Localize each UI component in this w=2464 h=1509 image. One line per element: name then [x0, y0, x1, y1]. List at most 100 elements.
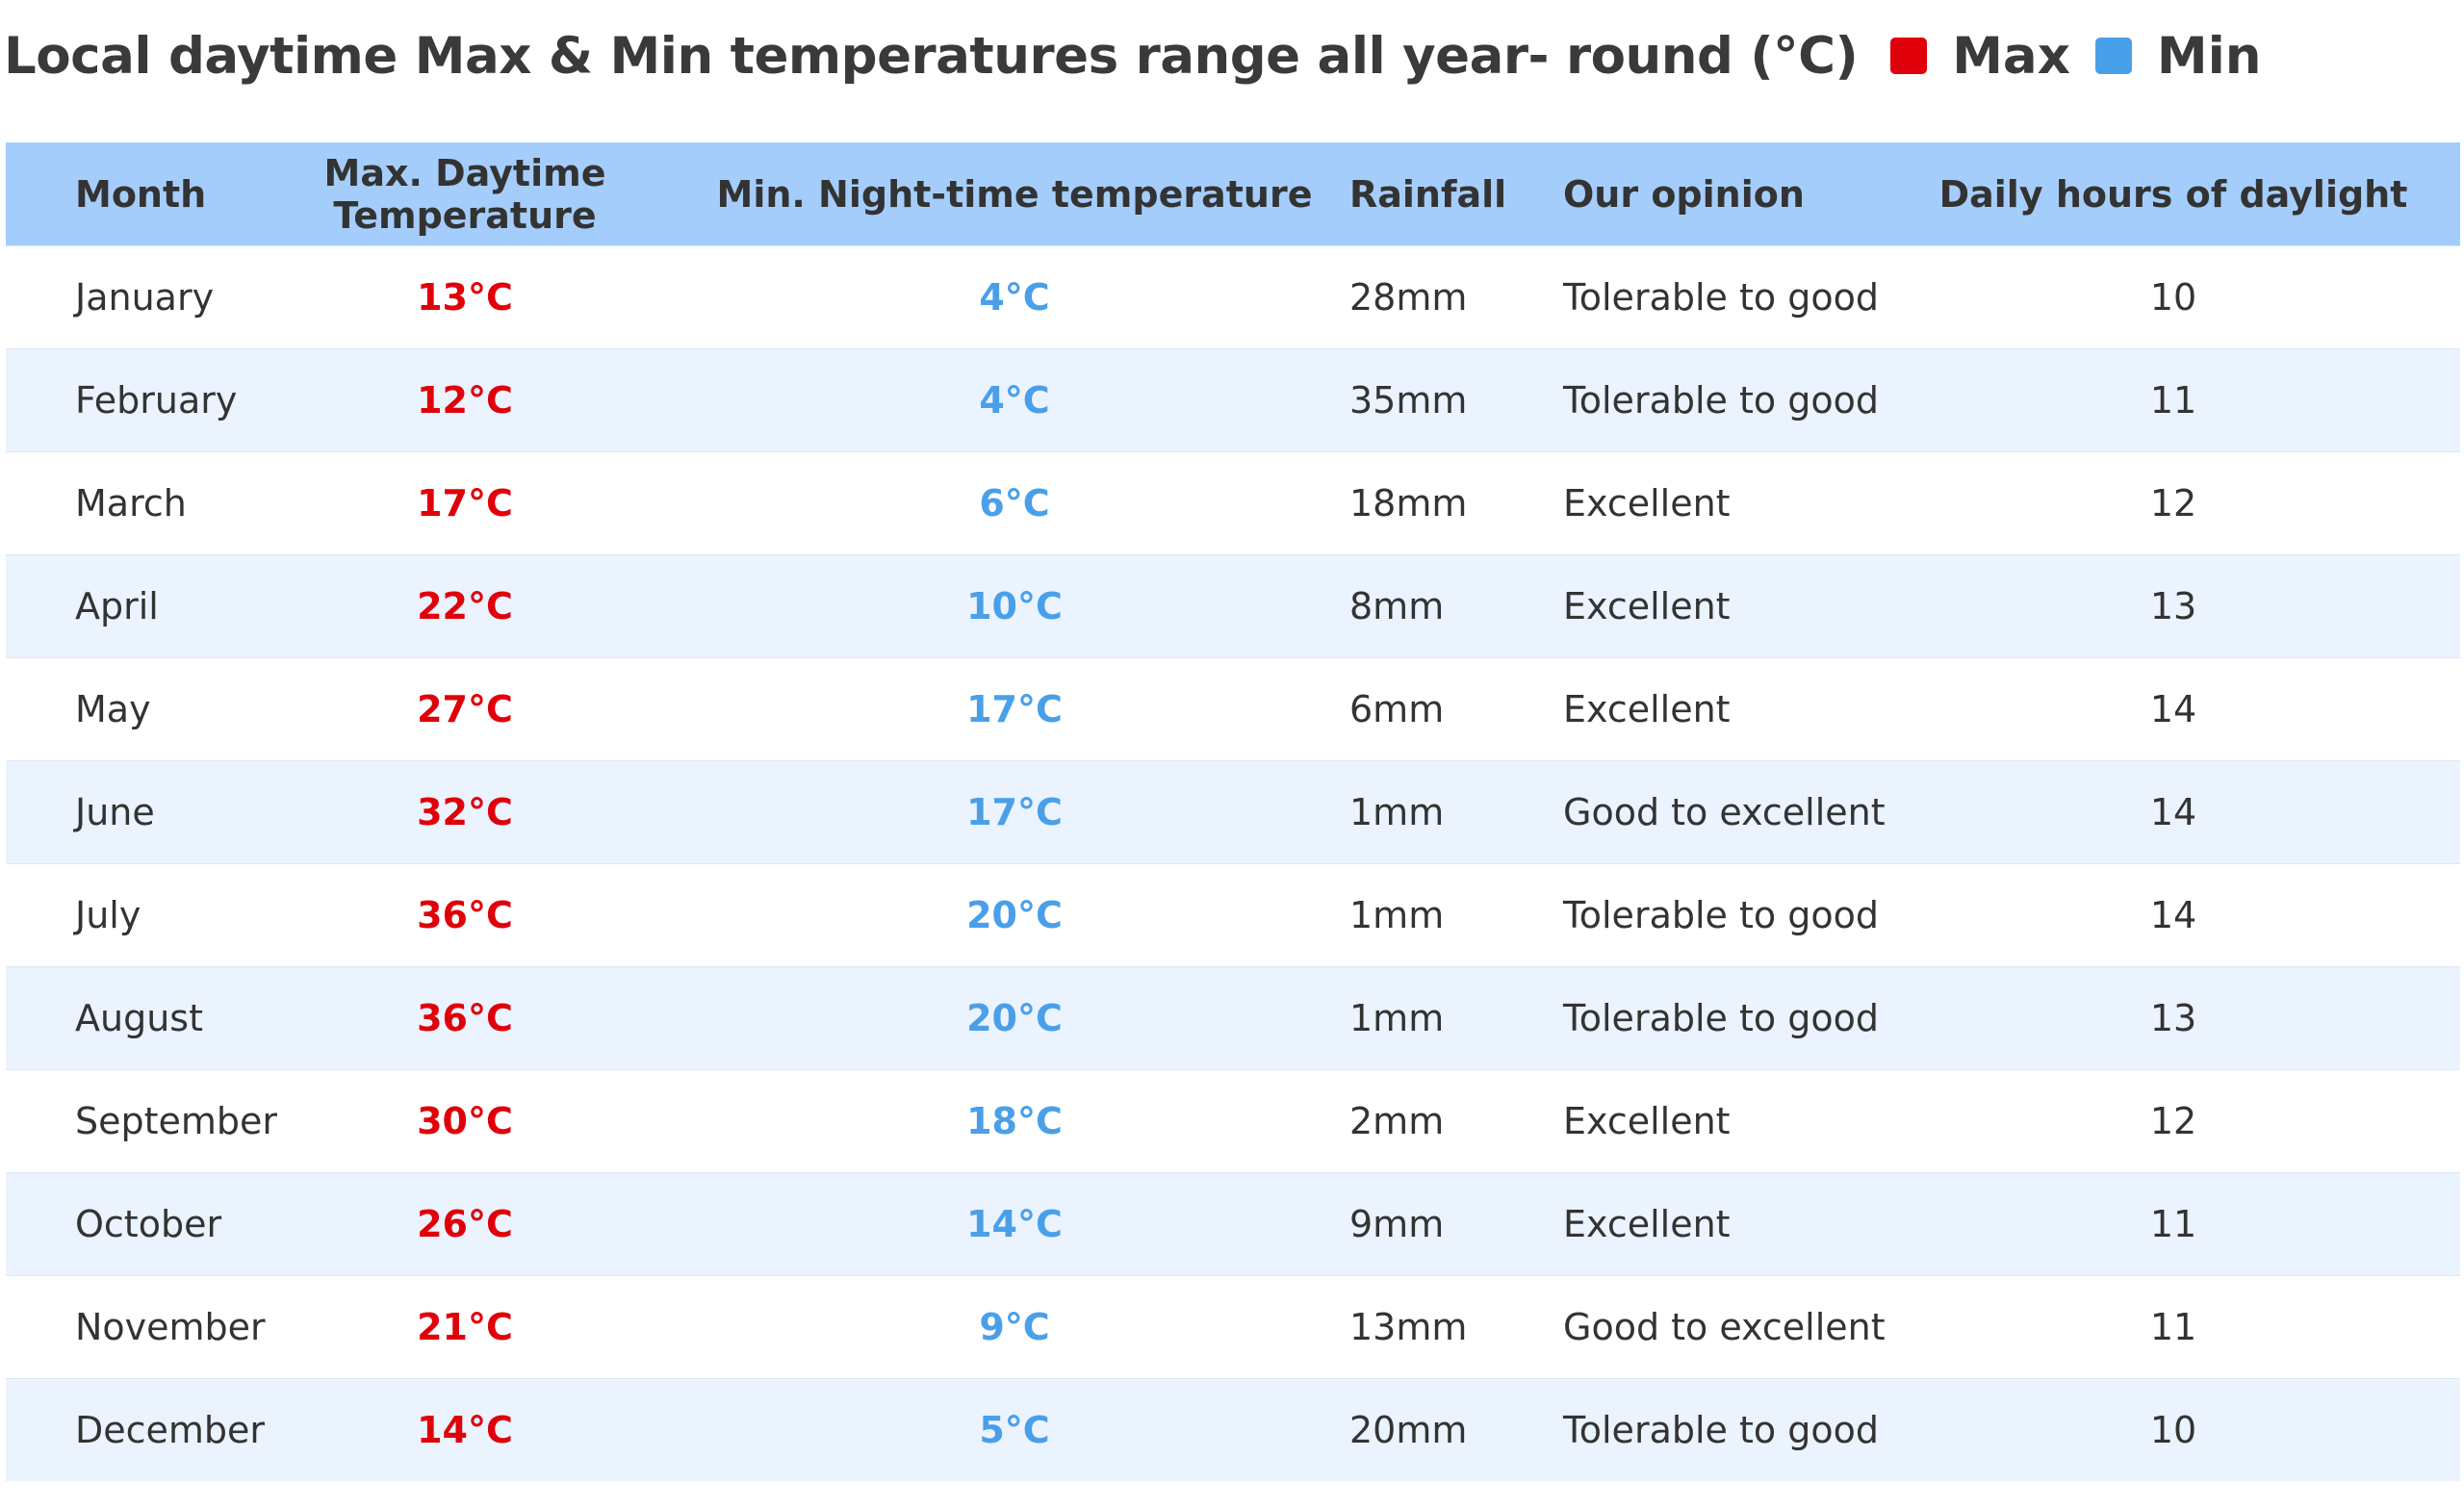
table-body: January 13°C 4°C 28mm Tolerable to good 10 Feb… — [6, 245, 2460, 1481]
table-row: February 12°C 4°C 35mm Tolerable to good 11 — [6, 348, 2460, 452]
cell-daylight: 10 — [1886, 1378, 2460, 1481]
cell-rainfall: 8mm — [1349, 554, 1563, 658]
cell-max-temp: 27°C — [250, 657, 680, 761]
column-header-rainfall: Rainfall — [1349, 142, 1563, 246]
legend-item-max: Max — [1890, 27, 2070, 86]
cell-rainfall: 35mm — [1349, 348, 1563, 452]
legend-label-min: Min — [2156, 26, 2262, 86]
table-row: May 27°C 17°C 6mm Excellent 14 — [6, 657, 2460, 761]
cell-max-temp: 32°C — [250, 760, 680, 864]
cell-month: August — [6, 966, 250, 1070]
legend-swatch-min — [2094, 38, 2132, 74]
climate-table-wrapper: Month Max. Daytime Temperature Min. Night-… — [6, 142, 2460, 1481]
cell-rainfall: 1mm — [1349, 863, 1563, 967]
cell-daylight: 14 — [1886, 657, 2460, 761]
cell-month: April — [6, 554, 250, 658]
chart-title: Local daytime Max & Min temperatures ran… — [4, 26, 1859, 86]
cell-daylight: 14 — [1886, 863, 2460, 967]
cell-rainfall: 6mm — [1349, 657, 1563, 761]
table-row: September 30°C 18°C 2mm Excellent 12 — [6, 1069, 2460, 1173]
cell-max-temp: 21°C — [250, 1275, 680, 1379]
cell-opinion: Tolerable to good — [1563, 348, 1886, 452]
cell-daylight: 11 — [1886, 1172, 2460, 1276]
cell-daylight: 10 — [1886, 245, 2460, 349]
cell-min-temp: 18°C — [680, 1069, 1349, 1173]
cell-max-temp: 22°C — [250, 554, 680, 658]
table-header: Month Max. Daytime Temperature Min. Night-… — [6, 142, 2460, 246]
cell-rainfall: 13mm — [1349, 1275, 1563, 1379]
cell-max-temp: 30°C — [250, 1069, 680, 1173]
cell-min-temp: 20°C — [680, 966, 1349, 1070]
cell-opinion: Excellent — [1563, 554, 1886, 658]
header-row: Month Max. Daytime Temperature Min. Night-… — [6, 142, 2460, 246]
climate-table: Month Max. Daytime Temperature Min. Night-… — [6, 142, 2460, 1481]
table-row: October 26°C 14°C 9mm Excellent 11 — [6, 1172, 2460, 1276]
cell-opinion: Excellent — [1563, 657, 1886, 761]
cell-max-temp: 36°C — [250, 863, 680, 967]
column-header-opinion: Our opinion — [1563, 142, 1886, 246]
table-row: December 14°C 5°C 20mm Tolerable to good 10 — [6, 1378, 2460, 1481]
cell-opinion: Excellent — [1563, 451, 1886, 555]
cell-daylight: 13 — [1886, 966, 2460, 1070]
cell-opinion: Tolerable to good — [1563, 1378, 1886, 1481]
cell-min-temp: 6°C — [680, 451, 1349, 555]
cell-rainfall: 18mm — [1349, 451, 1563, 555]
cell-daylight: 14 — [1886, 760, 2460, 864]
cell-min-temp: 17°C — [680, 760, 1349, 864]
cell-min-temp: 4°C — [680, 245, 1349, 349]
cell-month: February — [6, 348, 250, 452]
cell-month: December — [6, 1378, 265, 1481]
cell-month: March — [6, 451, 250, 555]
column-header-min-temp: Min. Night-time temperature — [680, 142, 1349, 246]
legend: Max Min — [1890, 27, 2286, 86]
cell-max-temp: 36°C — [250, 966, 680, 1070]
cell-opinion: Excellent — [1563, 1069, 1886, 1173]
table-row: January 13°C 4°C 28mm Tolerable to good 10 — [6, 245, 2460, 349]
cell-max-temp: 14°C — [250, 1378, 680, 1481]
cell-month: October — [6, 1172, 250, 1276]
column-header-max-temp: Max. Daytime Temperature — [250, 142, 680, 246]
cell-max-temp: 12°C — [250, 348, 680, 452]
cell-daylight: 11 — [1886, 348, 2460, 452]
cell-max-temp: 13°C — [250, 245, 680, 349]
column-header-month: Month — [6, 142, 250, 246]
cell-opinion: Tolerable to good — [1563, 245, 1886, 349]
table-row: April 22°C 10°C 8mm Excellent 13 — [6, 554, 2460, 658]
table-row: June 32°C 17°C 1mm Good to excellent 14 — [6, 760, 2460, 864]
cell-opinion: Tolerable to good — [1563, 966, 1886, 1070]
cell-daylight: 11 — [1886, 1275, 2460, 1379]
table-row: August 36°C 20°C 1mm Tolerable to good 13 — [6, 966, 2460, 1070]
cell-max-temp: 26°C — [250, 1172, 680, 1276]
legend-swatch-max — [1890, 38, 1928, 74]
cell-min-temp: 4°C — [680, 348, 1349, 452]
table-row: March 17°C 6°C 18mm Excellent 12 — [6, 451, 2460, 555]
cell-rainfall: 1mm — [1349, 966, 1563, 1070]
cell-rainfall: 2mm — [1349, 1069, 1563, 1173]
legend-item-min: Min — [2094, 26, 2262, 86]
cell-min-temp: 20°C — [680, 863, 1349, 967]
cell-max-temp: 17°C — [250, 451, 680, 555]
cell-daylight: 12 — [1886, 451, 2460, 555]
cell-month: January — [6, 245, 250, 349]
cell-month: July — [6, 863, 250, 967]
cell-daylight: 12 — [1886, 1069, 2460, 1173]
cell-min-temp: 9°C — [680, 1275, 1349, 1379]
cell-daylight: 13 — [1886, 554, 2460, 658]
cell-min-temp: 14°C — [680, 1172, 1349, 1276]
column-header-daylight: Daily hours of daylight — [1886, 142, 2460, 246]
legend-label-max: Max — [1952, 26, 2070, 86]
cell-month: June — [6, 760, 250, 864]
chart-header: Local daytime Max & Min temperatures ran… — [4, 17, 2287, 94]
table-row: November 21°C 9°C 13mm Good to excellent 11 — [6, 1275, 2460, 1379]
cell-opinion: Good to excellent — [1563, 1275, 1886, 1379]
table-row: July 36°C 20°C 1mm Tolerable to good 14 — [6, 863, 2460, 967]
cell-min-temp: 10°C — [680, 554, 1349, 658]
cell-month: November — [6, 1275, 266, 1379]
cell-month: May — [6, 657, 250, 761]
cell-rainfall: 20mm — [1349, 1378, 1563, 1481]
cell-rainfall: 9mm — [1349, 1172, 1563, 1276]
cell-opinion: Tolerable to good — [1563, 863, 1886, 967]
cell-month: September — [6, 1069, 277, 1173]
cell-opinion: Excellent — [1563, 1172, 1886, 1276]
